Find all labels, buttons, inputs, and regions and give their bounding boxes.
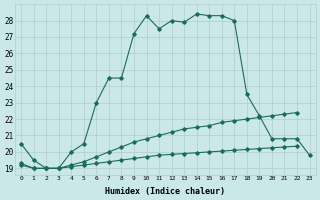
- X-axis label: Humidex (Indice chaleur): Humidex (Indice chaleur): [105, 187, 225, 196]
